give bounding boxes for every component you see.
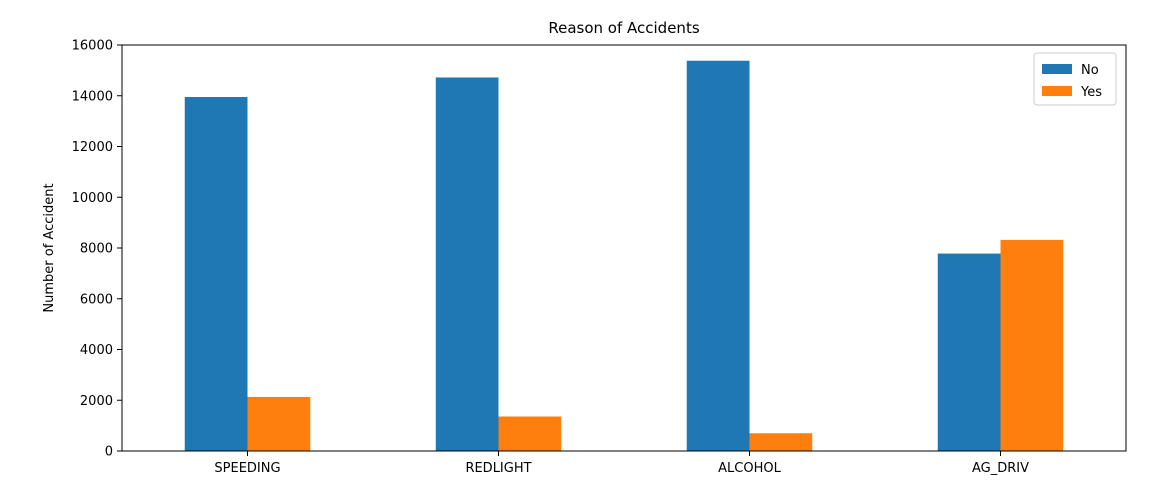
chart-title: Reason of Accidents (548, 19, 699, 37)
bar-yes-redlight (498, 416, 562, 451)
x-tick-label: REDLIGHT (465, 461, 531, 476)
bars-layer (184, 60, 1064, 452)
legend-swatch-yes (1042, 86, 1072, 96)
y-tick-label: 6000 (80, 292, 113, 307)
x-tick-label: ALCOHOL (718, 461, 781, 476)
bar-no-alcohol (686, 60, 750, 452)
bar-yes-ag_driv (1000, 239, 1064, 451)
plot-frame (121, 44, 1127, 452)
axes-layer: 0 2000 4000 6000 8000 10000 12000 14000 16000 SPE… (72, 39, 1127, 476)
legend-box (1033, 52, 1117, 106)
y-tick-label: 2000 (80, 394, 113, 409)
bar-no-speeding (184, 97, 248, 452)
legend-label-yes: Yes (1080, 85, 1102, 100)
x-tick-label: SPEEDING (214, 461, 280, 476)
legend: No Yes (1033, 52, 1117, 106)
y-tick-label: 0 (105, 445, 113, 460)
y-tick-label: 16000 (72, 39, 113, 54)
legend-label-no: No (1081, 63, 1099, 78)
bar-yes-alcohol (749, 433, 813, 451)
bar-yes-speeding (247, 396, 311, 451)
bar-no-ag_driv (937, 253, 1001, 451)
y-tick-label: 14000 (72, 89, 113, 104)
y-axis-label: Number of Accident (42, 183, 57, 312)
y-tick-label: 4000 (80, 343, 113, 358)
y-tick-label: 10000 (72, 191, 113, 206)
y-tick-label: 8000 (80, 242, 113, 257)
y-tick-label: 12000 (72, 140, 113, 155)
bar-no-redlight (435, 77, 499, 451)
x-tick-label: AG_DRIV (972, 461, 1029, 476)
legend-swatch-no (1042, 64, 1072, 74)
